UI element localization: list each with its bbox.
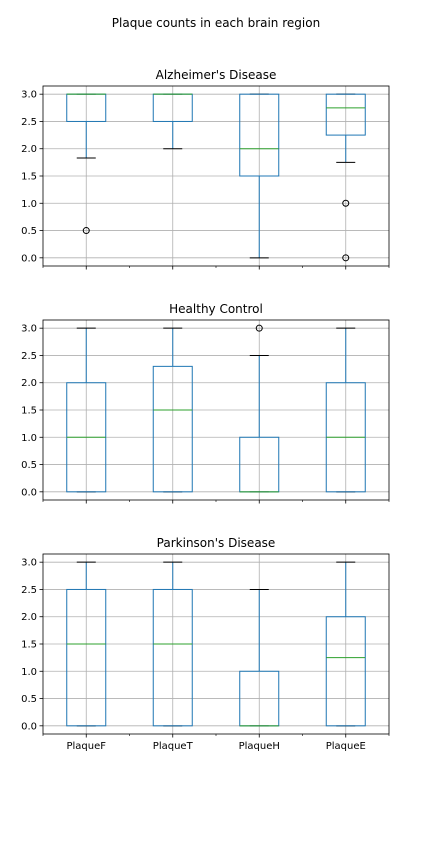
panel-title: Healthy Control [169, 302, 263, 316]
box-PlaqueT [152, 561, 193, 727]
y-tick-label: 0.5 [21, 694, 37, 705]
outlier-point [342, 199, 350, 207]
box-PlaqueT [152, 93, 193, 150]
y-tick-label: 0.5 [21, 226, 37, 237]
axes-frame [42, 553, 390, 735]
y-tick-label: 3.0 [21, 558, 37, 569]
box-PlaqueH [239, 324, 280, 493]
box-PlaqueE [325, 561, 366, 727]
axes-frame [42, 85, 390, 267]
x-tick-label: PlaqueF [66, 741, 106, 752]
box-iqr [239, 93, 280, 177]
panel-3: Parkinson's Disease 0.0 0.5 1.0 1.5 2.0 2.5 3.0… [21, 536, 390, 752]
outlier-point [342, 254, 350, 262]
outlier-point [82, 227, 90, 235]
y-tick-label: 0.0 [21, 487, 37, 498]
panel-title: Parkinson's Disease [157, 536, 276, 550]
panel-1: Alzheimer's Disease 0.0 0.5 1.0 1.5 2.0 2.5 3.0 [21, 68, 390, 270]
axes-frame [42, 319, 390, 501]
box-PlaqueH [239, 93, 280, 259]
outlier-point [255, 324, 263, 332]
y-tick-label: 2.0 [21, 612, 37, 623]
box-iqr [66, 588, 107, 727]
box-iqr [152, 588, 193, 727]
panel-2: Healthy Control 0.0 0.5 1.0 1.5 2.0 2.5 3.0 [21, 302, 390, 504]
y-tick-label: 1.0 [21, 667, 37, 678]
box-PlaqueH [239, 588, 280, 727]
y-tick-label: 1.5 [21, 406, 37, 417]
figure-title: Plaque counts in each brain region [112, 16, 320, 30]
box-iqr [325, 93, 366, 136]
panels-group: Alzheimer's Disease 0.0 0.5 1.0 1.5 2.0 2.5 3.0… [21, 68, 390, 752]
y-tick-label: 1.5 [21, 640, 37, 651]
y-tick-label: 2.5 [21, 351, 37, 362]
y-tick-label: 0.5 [21, 460, 37, 471]
y-tick-label: 2.0 [21, 144, 37, 155]
box-PlaqueE [325, 327, 366, 493]
panel-title: Alzheimer's Disease [156, 68, 277, 82]
y-tick-label: 2.5 [21, 585, 37, 596]
box-PlaqueF [66, 561, 107, 727]
box-iqr [152, 365, 193, 493]
box-PlaqueF [66, 327, 107, 493]
y-tick-label: 1.0 [21, 433, 37, 444]
y-tick-label: 0.0 [21, 253, 37, 264]
box-PlaqueT [152, 327, 193, 493]
x-tick-label: PlaqueH [239, 741, 280, 752]
box-PlaqueF [66, 93, 107, 235]
y-tick-label: 1.5 [21, 172, 37, 183]
box-PlaqueE [325, 93, 366, 262]
y-tick-label: 3.0 [21, 90, 37, 101]
y-tick-label: 2.0 [21, 378, 37, 389]
y-tick-label: 1.0 [21, 199, 37, 210]
box-iqr [325, 616, 366, 727]
y-tick-label: 3.0 [21, 324, 37, 335]
y-tick-label: 2.5 [21, 117, 37, 128]
x-tick-label: PlaqueT [153, 741, 194, 752]
y-tick-label: 0.0 [21, 721, 37, 732]
x-tick-label: PlaqueE [326, 741, 366, 752]
